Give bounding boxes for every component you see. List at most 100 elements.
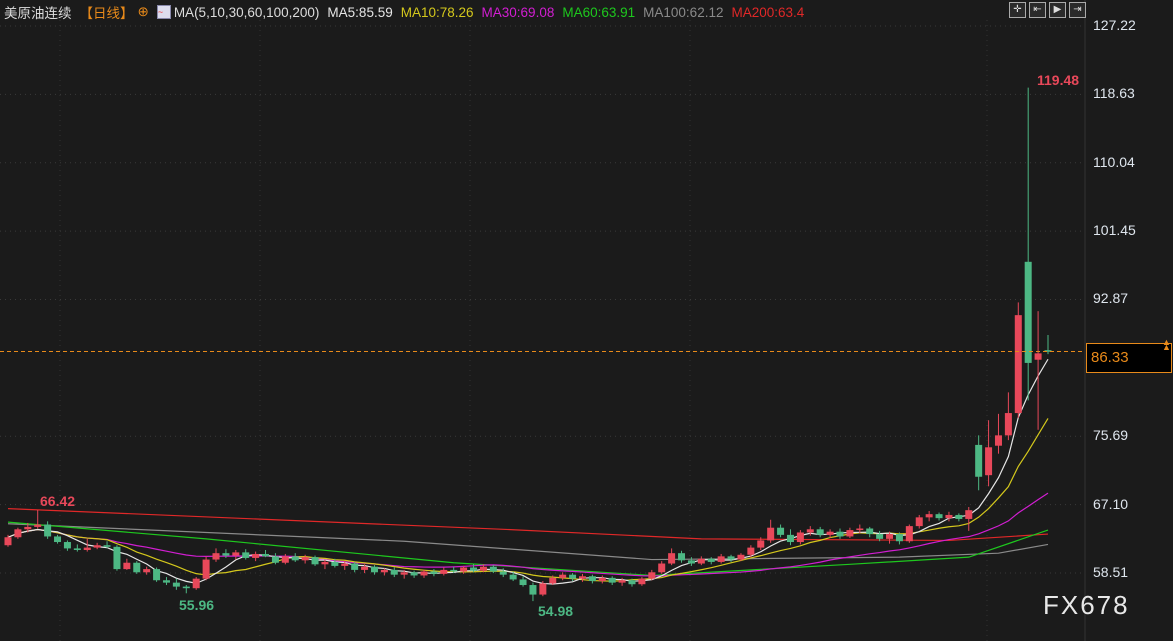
candle-body xyxy=(440,569,448,574)
candle-body xyxy=(678,553,686,561)
candle-body xyxy=(509,574,517,580)
play-icon[interactable]: ▶ xyxy=(1049,2,1066,18)
candle-body xyxy=(856,528,864,531)
candle-body xyxy=(747,547,755,555)
candle-body xyxy=(1014,315,1022,414)
candle-body xyxy=(1044,350,1052,352)
add-indicator-icon[interactable]: ⊕ xyxy=(137,4,149,19)
candle-body xyxy=(430,571,438,574)
candle-body xyxy=(460,567,468,572)
ma100-value: MA100:62.12 xyxy=(643,4,724,20)
candle-body xyxy=(905,526,913,542)
ma30-line xyxy=(7,492,1049,577)
y-tick: 75.69 xyxy=(1093,427,1129,443)
candle-body xyxy=(529,585,537,595)
candle-body xyxy=(321,561,329,565)
candle-body xyxy=(232,552,240,556)
candle-body xyxy=(777,527,785,535)
candle-body xyxy=(44,524,52,537)
candle-body xyxy=(796,532,804,543)
candle-body xyxy=(559,574,567,578)
candle-body xyxy=(727,556,735,560)
candle-body xyxy=(757,540,765,548)
candle-body xyxy=(291,556,299,561)
y-tick: 67.10 xyxy=(1093,496,1129,512)
candle-body xyxy=(806,529,814,533)
candle-body xyxy=(252,553,260,558)
candle-body xyxy=(311,557,319,565)
candle-body xyxy=(370,566,378,573)
candle-body xyxy=(143,569,151,573)
candle-body xyxy=(192,578,200,589)
candle-body xyxy=(588,576,596,582)
candle-body xyxy=(390,569,398,575)
candle-body xyxy=(648,572,656,579)
candle-body xyxy=(4,537,12,546)
candle-body xyxy=(489,566,497,572)
candle-body xyxy=(14,529,22,538)
candle-body xyxy=(1004,413,1012,436)
candle-body xyxy=(479,566,487,571)
candle-body xyxy=(242,552,250,558)
candle-body xyxy=(271,556,279,563)
ma100-line xyxy=(7,523,1049,561)
candle-body xyxy=(955,514,963,519)
zoom-range-icon[interactable]: ⇤ xyxy=(1029,2,1046,18)
ma-params[interactable]: MA(5,10,30,60,100,200) xyxy=(173,4,320,20)
candle-body xyxy=(400,572,408,575)
scroll-up-icon[interactable]: ▲ ▲ xyxy=(1162,337,1171,352)
candle-body xyxy=(668,553,676,564)
candle-body xyxy=(519,579,527,586)
period-selector[interactable]: 【日线】 xyxy=(79,6,134,21)
candle-body xyxy=(895,534,903,542)
candle-body xyxy=(361,566,369,570)
candle-body xyxy=(470,567,478,571)
candle-body xyxy=(866,528,874,535)
candle-body xyxy=(222,553,230,556)
candle-body xyxy=(1034,353,1042,360)
candle-body xyxy=(182,586,190,589)
candle-body xyxy=(975,444,983,477)
candle-body xyxy=(846,530,854,537)
candle-body xyxy=(658,563,666,573)
y-tick: 92.87 xyxy=(1093,290,1129,306)
peak-annotation: 119.48 xyxy=(1037,72,1080,88)
candle-body xyxy=(886,534,894,539)
y-tick: 118.63 xyxy=(1093,85,1135,101)
candle-body xyxy=(380,569,388,573)
candle-body xyxy=(162,580,170,583)
candle-body xyxy=(638,578,646,585)
candle-body xyxy=(499,571,507,575)
candle-body xyxy=(876,534,884,539)
candle-body xyxy=(450,569,458,572)
indicator-chart-icon[interactable]: ~ xyxy=(156,5,171,19)
candle-body xyxy=(93,545,101,548)
candle-body xyxy=(113,546,121,570)
candle-body xyxy=(34,524,42,527)
crosshair-icon[interactable]: ✛ xyxy=(1009,2,1026,18)
candle-body xyxy=(539,583,547,595)
candle-body xyxy=(202,559,210,579)
candle-body xyxy=(153,569,161,581)
candle-body xyxy=(172,582,180,587)
ma200-line xyxy=(7,507,1049,542)
exit-icon[interactable]: ⇥ xyxy=(1069,2,1086,18)
ma10-value: MA10:78.26 xyxy=(400,4,474,20)
candle-body xyxy=(737,554,745,560)
candle-body xyxy=(786,534,794,543)
ma5-value: MA5:85.59 xyxy=(327,4,393,20)
candle-body xyxy=(549,577,557,584)
candle-body xyxy=(24,526,32,530)
low-annotation: 54.98 xyxy=(538,603,574,619)
candle-body xyxy=(103,545,111,547)
chart-toolbar: ✛ ⇤ ▶ ⇥ xyxy=(1009,2,1086,18)
candle-body xyxy=(717,556,725,562)
candle-body xyxy=(697,558,705,564)
candle-body xyxy=(212,553,220,560)
candle-body xyxy=(331,561,339,566)
candle-body xyxy=(925,514,933,518)
candle-body xyxy=(351,563,359,570)
candle-body xyxy=(262,553,270,557)
y-tick: 101.45 xyxy=(1093,222,1136,238)
